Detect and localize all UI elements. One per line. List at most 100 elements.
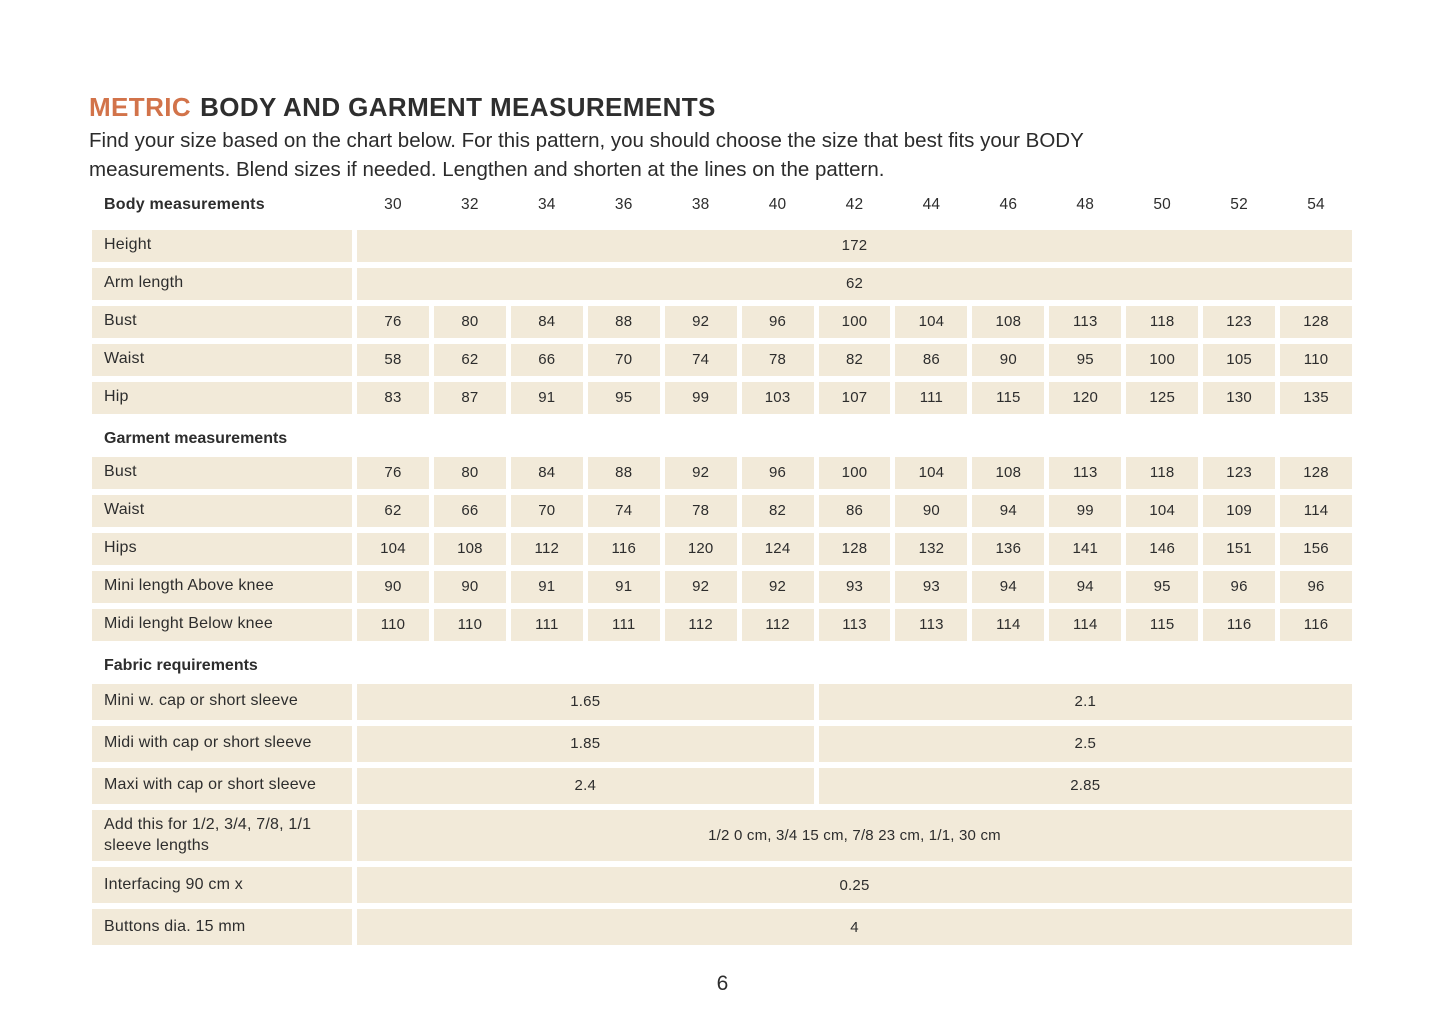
span-value-cell: 172 [357,229,1352,262]
measurement-cell: 92 [664,570,737,603]
size-column-header: 30 [384,196,402,214]
measurement-cell: 109 [1203,494,1276,527]
measurement-cell: 111 [895,381,968,414]
measurement-cell: 128 [818,532,891,565]
table-row: Mini length Above knee 90 90 91 91 92 92 93 93 94… [92,570,1352,603]
row-label: Hips [92,532,352,565]
page-title: METRIC BODY AND GARMENT MEASUREMENTS [89,92,716,123]
measurement-cell: 100 [818,456,891,489]
measurement-cell: 80 [433,456,506,489]
measurement-cell: 95 [587,381,660,414]
measurement-cell: 74 [664,343,737,376]
span-value-cell: 1/2 0 cm, 3/4 15 cm, 7/8 23 cm, 1/1, 30 … [357,809,1352,862]
measurement-cell: 96 [741,456,814,489]
measurement-cell: 136 [972,532,1045,565]
measurement-cell: 118 [1126,305,1199,338]
measurement-cell: 104 [895,305,968,338]
row-label: Buttons dia. 15 mm [92,909,352,946]
measurement-cell: 78 [664,494,737,527]
row-label: Bust [92,305,352,338]
measurement-cell: 91 [587,570,660,603]
measurement-cell: 104 [357,532,429,565]
span-value-cell: 0.25 [357,867,1352,904]
table-row: Bust 76 80 84 88 92 96 100 104 108 113 118 123 128 [92,456,1352,489]
measurement-cell: 92 [741,570,814,603]
table-row: Maxi with cap or short sleeve 2.4 2.85 [92,767,1352,804]
row-label: Waist [92,343,352,376]
measurement-cell: 116 [587,532,660,565]
measurement-cell: 96 [1280,570,1352,603]
table-header-row: Body measurements 30 32 34 36 38 40 42 44 46 48 50 5… [92,190,1352,221]
measurement-cell: 113 [1049,456,1122,489]
measurement-cell: 95 [1049,343,1122,376]
measurement-cell: 62 [357,494,429,527]
measurement-cell: 66 [433,494,506,527]
table-row: Add this for 1/2, 3/4, 7/8, 1/1 sleeve l… [92,809,1352,862]
measurement-cell: 105 [1203,343,1276,376]
measurement-cell: 156 [1280,532,1352,565]
measurement-cell: 146 [1126,532,1199,565]
measurement-cell: 123 [1203,456,1276,489]
measurement-cell: 84 [510,456,583,489]
measurement-cell: 82 [818,343,891,376]
measurement-cell: 112 [510,532,583,565]
size-column-header: 44 [922,196,941,214]
table-row: Waist 62 66 70 74 78 82 86 90 94 99 104 109 114 [92,494,1352,527]
size-column-header: 32 [461,196,479,214]
measurement-cell: 76 [357,456,429,489]
measurement-cell: 111 [510,608,583,641]
row-label: Interfacing 90 cm x [92,867,352,904]
measurement-table: Body measurements 30 32 34 36 38 40 42 44 46 48 50 5… [92,190,1352,951]
measurement-cell: 99 [1049,494,1122,527]
measurement-cell: 87 [433,381,506,414]
measurement-cell: 90 [972,343,1045,376]
measurement-cell: 128 [1280,456,1352,489]
measurement-cell: 114 [1280,494,1352,527]
size-column-header: 40 [768,196,787,214]
table-row: Bust 76 80 84 88 92 96 100 104 108 113 118 123 128 [92,305,1352,338]
table-row: Hip 83 87 91 95 99 103 107 111 115 120 125 130 135 [92,381,1352,414]
row-label: Midi with cap or short sleeve [92,725,352,762]
measurement-cell: 115 [1126,608,1199,641]
table-row: Height 172 [92,229,1352,262]
measurement-cell: 95 [1126,570,1199,603]
measurement-cell: 120 [1049,381,1122,414]
size-column-header: 48 [1076,196,1095,214]
measurement-cell: 113 [1049,305,1122,338]
split-right-value-cell: 2.5 [818,725,1352,762]
measurement-cell: 108 [433,532,506,565]
size-column-header: 52 [1230,196,1248,214]
row-label: Height [92,229,352,262]
measurement-cell: 83 [357,381,429,414]
size-column-header: 46 [999,196,1018,214]
measurement-cell: 110 [1280,343,1352,376]
table-row: Mini w. cap or short sleeve 1.65 2.1 [92,683,1352,720]
measurement-cell: 92 [664,456,737,489]
table-row: Interfacing 90 cm x 0.25 [92,867,1352,904]
measurement-cell: 93 [895,570,968,603]
measurement-cell: 99 [664,381,737,414]
measurement-cell: 118 [1126,456,1199,489]
measurement-cell: 110 [357,608,429,641]
measurement-cell: 107 [818,381,891,414]
split-left-value-cell: 1.65 [357,683,814,720]
size-column-header: 42 [845,196,864,214]
row-label: Mini w. cap or short sleeve [92,683,352,720]
table-row: Waist 58 62 66 70 74 78 82 86 90 95 100 105 110 [92,343,1352,376]
measurement-cell: 93 [818,570,891,603]
measurement-cell: 66 [510,343,583,376]
measurement-cell: 94 [1049,570,1122,603]
section-heading: Fabric requirements [104,656,258,674]
measurement-cell: 62 [433,343,506,376]
measurement-cell: 120 [664,532,737,565]
row-label: Midi lenght Below knee [92,608,352,641]
measurement-cell: 110 [433,608,506,641]
measurement-cell: 104 [895,456,968,489]
measurement-cell: 94 [972,494,1045,527]
measurement-cell: 111 [587,608,660,641]
measurement-cell: 96 [741,305,814,338]
measurement-cell: 108 [972,305,1045,338]
measurement-cell: 124 [741,532,814,565]
measurement-cell: 74 [587,494,660,527]
table-row: Hips 104 108 112 116 120 124 128 132 136 141 146 151… [92,532,1352,565]
